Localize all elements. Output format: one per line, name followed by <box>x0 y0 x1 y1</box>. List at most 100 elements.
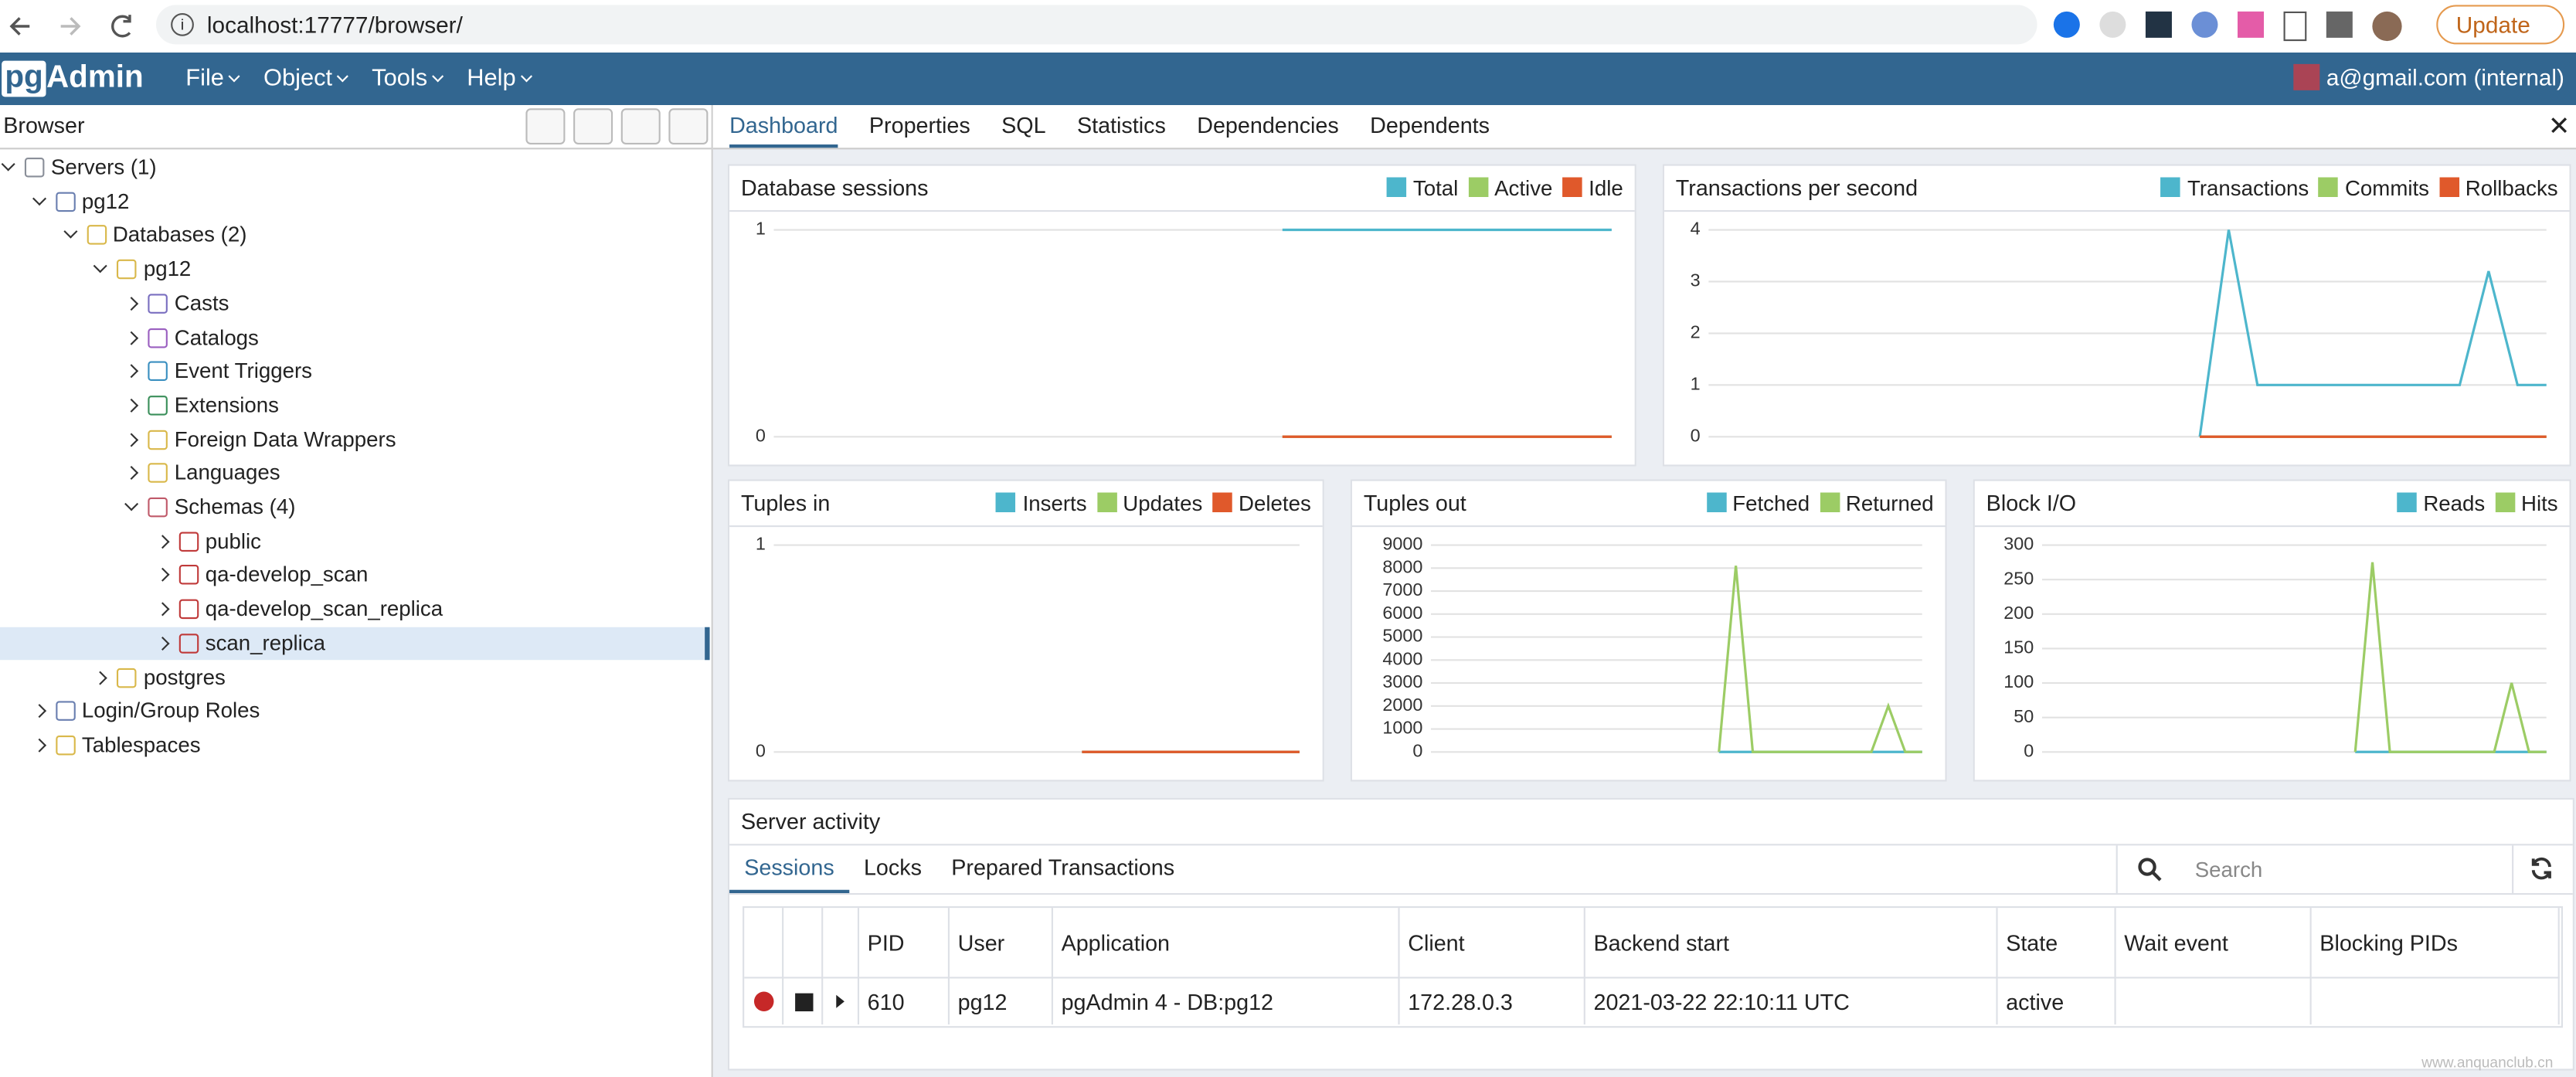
legend-item[interactable]: Reads <box>2397 491 2485 515</box>
tree-node[interactable]: Event Triggers <box>0 355 710 388</box>
cancel-query-button[interactable] <box>753 991 774 1011</box>
tree-node[interactable]: qa-develop_scan_replica <box>0 593 710 626</box>
tab[interactable]: Dashboard <box>729 105 838 148</box>
legend-item[interactable]: Deletes <box>1212 491 1311 515</box>
tree-node[interactable]: Databases (2) <box>0 219 710 252</box>
expand-row[interactable] <box>836 994 845 1008</box>
update-button[interactable]: Update <box>2436 5 2565 45</box>
tab[interactable]: SQL <box>1001 113 1046 138</box>
expander[interactable] <box>32 191 46 206</box>
nav-buttons[interactable] <box>7 10 155 43</box>
tree-title: Browser <box>3 113 85 138</box>
address-bar[interactable]: i localhost:17777/browser/ <box>155 5 2037 45</box>
table-cell: 2021-03-22 22:10:11 UTC <box>1585 978 1998 1024</box>
tree-node[interactable]: Login/Group Roles <box>0 695 710 728</box>
legend-label: Inserts <box>1022 491 1087 516</box>
tree-node[interactable]: Languages <box>0 457 710 490</box>
tree-node[interactable]: Casts <box>0 287 710 320</box>
tree-node[interactable]: pg12 <box>0 253 710 286</box>
view-data-button[interactable] <box>573 108 613 144</box>
query-tool-button[interactable] <box>525 108 566 144</box>
search-box[interactable]: Search <box>2116 845 2514 893</box>
terminate-button[interactable] <box>795 992 814 1011</box>
expander[interactable] <box>124 466 139 481</box>
tree-node[interactable]: pg12 <box>0 185 710 218</box>
tree-node[interactable]: Schemas (4) <box>0 491 710 524</box>
user-name[interactable]: a@gmail.com (internal) <box>2326 63 2564 90</box>
node-label: Catalogs <box>174 324 259 349</box>
legend-label: Total <box>1412 175 1459 201</box>
chart-header: Tuples out Fetched Returned <box>1351 481 1946 528</box>
expander[interactable] <box>124 398 139 413</box>
tree-node[interactable]: public <box>0 525 710 558</box>
search-button[interactable] <box>668 108 709 144</box>
expander[interactable] <box>93 259 108 273</box>
expander[interactable] <box>124 497 139 511</box>
legend: Inserts Updates Deletes <box>996 491 1311 516</box>
activity-tab[interactable]: Locks <box>863 855 922 880</box>
tree-node[interactable]: Extensions <box>0 389 710 422</box>
tree-node[interactable]: Tablespaces <box>0 729 710 762</box>
expander[interactable] <box>93 670 108 685</box>
tree-node[interactable]: Foreign Data Wrappers <box>0 423 710 456</box>
tree-node[interactable]: Servers (1) <box>0 151 710 185</box>
menu[interactable]: File <box>185 66 241 92</box>
menu-label: Tools <box>372 66 428 92</box>
column-header: Wait event <box>2124 929 2228 955</box>
menu[interactable]: Tools <box>372 66 444 92</box>
tree-node[interactable]: qa-develop_scan <box>0 559 710 592</box>
expander[interactable] <box>124 296 139 311</box>
header-cell: Backend start <box>1585 908 1998 979</box>
navbar: pg Admin File Object Tools Help a@gmail.com… <box>0 53 2576 105</box>
expander[interactable] <box>124 330 139 345</box>
activity-tab[interactable]: Prepared Transactions <box>951 855 1175 880</box>
expander[interactable] <box>124 364 139 379</box>
filter-button[interactable] <box>620 108 661 144</box>
expander[interactable] <box>32 738 46 753</box>
expander[interactable] <box>155 636 170 651</box>
tab[interactable]: Statistics <box>1076 113 1166 138</box>
tab[interactable]: Properties <box>868 113 970 138</box>
legend-item[interactable]: Hits <box>2494 491 2558 515</box>
expander[interactable] <box>32 704 46 719</box>
legend-item[interactable]: Returned <box>1819 491 1934 516</box>
extension-icons <box>2053 11 2415 42</box>
legend-item[interactable]: Commits <box>2318 175 2429 200</box>
legend-item[interactable]: Total <box>1386 175 1459 201</box>
legend-item[interactable]: Idle <box>1562 175 1623 200</box>
legend-item[interactable]: Fetched <box>1706 491 1810 515</box>
expander[interactable] <box>155 534 170 549</box>
node-icon <box>178 633 199 654</box>
menu[interactable]: Help <box>467 66 532 92</box>
legend-item[interactable]: Transactions <box>2160 175 2309 200</box>
legend-label: Fetched <box>1732 491 1810 516</box>
header-cell <box>744 908 784 979</box>
legend-label: Returned <box>1845 491 1934 516</box>
legend: Reads Hits <box>2397 491 2558 515</box>
chart-title: Transactions per second <box>1675 175 1918 201</box>
node-icon <box>148 429 168 450</box>
tab[interactable]: Dependents <box>1370 113 1490 138</box>
expander[interactable] <box>63 225 77 240</box>
expander[interactable] <box>155 568 170 583</box>
activity-tab[interactable]: Sessions <box>729 845 849 893</box>
url-text: localhost:17777/browser/ <box>206 11 463 38</box>
legend-item[interactable]: Active <box>1468 175 1552 200</box>
y-tick-label: 100 <box>2003 671 2034 691</box>
legend-item[interactable]: Inserts <box>996 491 1087 516</box>
tree-node[interactable]: Catalogs <box>0 321 710 354</box>
expander[interactable] <box>124 432 139 447</box>
menu[interactable]: Object <box>263 66 349 92</box>
close-button[interactable]: ✕ <box>2547 113 2571 141</box>
tree-node[interactable]: scan_replica <box>0 627 710 660</box>
table-cell <box>2116 978 2312 1024</box>
tab[interactable]: Dependencies <box>1197 113 1339 138</box>
refresh-button[interactable] <box>2528 855 2554 882</box>
brand-prefix: pg <box>2 60 47 97</box>
tree-node[interactable]: postgres <box>0 661 710 694</box>
legend-item[interactable]: Updates <box>1096 491 1202 515</box>
node-icon <box>148 395 168 416</box>
expander[interactable] <box>155 602 170 617</box>
expander[interactable] <box>1 157 15 172</box>
legend-item[interactable]: Rollbacks <box>2438 175 2558 200</box>
